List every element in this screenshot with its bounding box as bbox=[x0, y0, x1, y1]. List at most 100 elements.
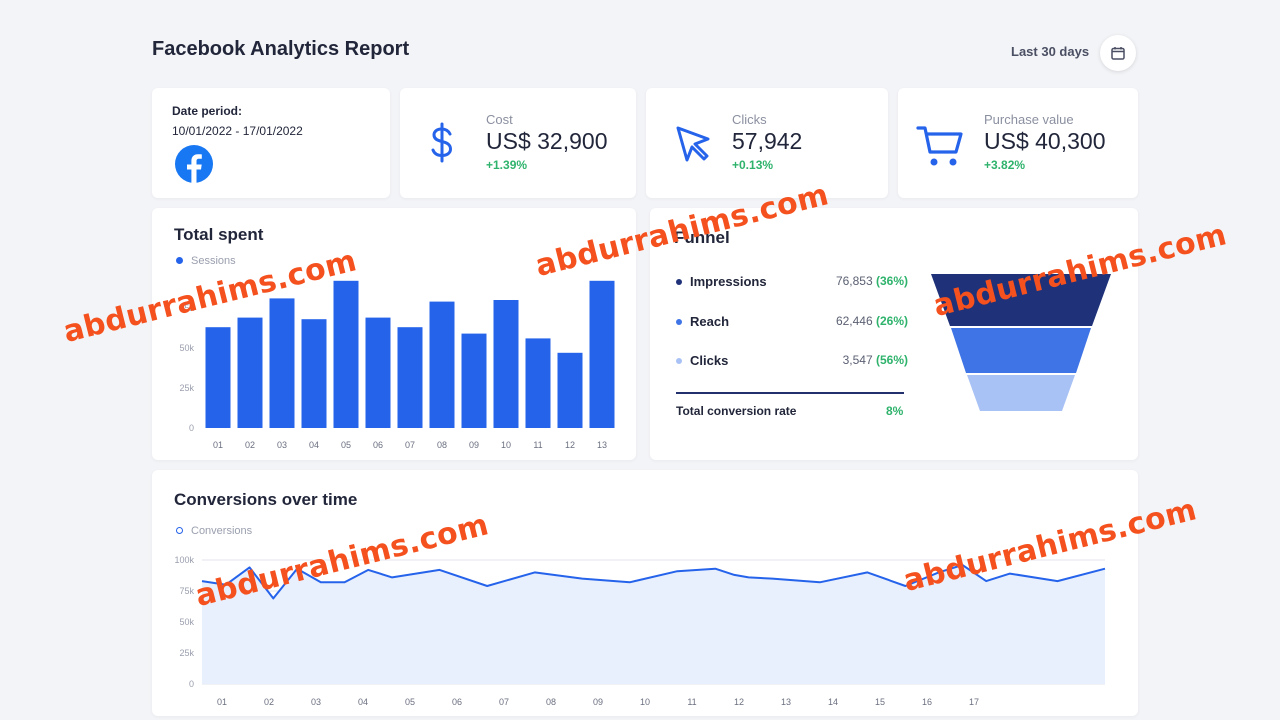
bar bbox=[557, 352, 583, 428]
x-tick-label: 05 bbox=[405, 697, 415, 707]
date-period-label: Date period: bbox=[172, 104, 243, 118]
funnel-row-value: 76,853 (36%) bbox=[836, 274, 908, 288]
x-tick-label: 02 bbox=[264, 697, 274, 707]
y-tick-label: 0 bbox=[189, 679, 194, 689]
x-tick-label: 17 bbox=[969, 697, 979, 707]
conversions-card: Conversions over time Conversions 0 25k 50… bbox=[152, 470, 1138, 716]
funnel-divider bbox=[676, 392, 904, 394]
legend-dot-icon bbox=[176, 256, 183, 264]
funnel-stage-impressions bbox=[931, 274, 1111, 326]
x-tick-label: 02 bbox=[245, 440, 255, 450]
section-title: Funnel bbox=[674, 228, 730, 247]
x-tick-label: 10 bbox=[640, 697, 650, 707]
y-tick-label: 0 bbox=[189, 423, 194, 433]
funnel-card: Funnel Impressions 76,853 (36%) Reach 62… bbox=[650, 208, 1138, 460]
x-tick-label: 08 bbox=[437, 440, 447, 450]
legend-dot-icon bbox=[176, 526, 183, 534]
x-tick-label: 16 bbox=[922, 697, 932, 707]
bar bbox=[461, 333, 487, 428]
y-tick-label: 25k bbox=[179, 383, 194, 393]
page-title: Facebook Analytics Report bbox=[152, 38, 410, 60]
funnel-stats: Impressions 76,853 (36%) Reach 62,446 (2… bbox=[676, 272, 936, 472]
x-tick-label: 11 bbox=[687, 697, 696, 707]
funnel-row-label: Clicks bbox=[690, 353, 729, 368]
bar bbox=[237, 317, 263, 428]
kpi-label: Purchase value bbox=[984, 112, 1074, 127]
funnel-stage-reach bbox=[951, 328, 1091, 373]
kpi-card-clicks: Clicks 57,942 +0.13% bbox=[646, 88, 888, 198]
x-tick-label: 09 bbox=[593, 697, 603, 707]
cursor-icon bbox=[676, 126, 710, 162]
legend-label: Sessions bbox=[191, 255, 236, 267]
x-tick-label: 15 bbox=[875, 697, 885, 707]
x-tick-label: 01 bbox=[217, 697, 227, 707]
funnel-dot-icon bbox=[676, 318, 682, 325]
x-tick-label: 13 bbox=[597, 440, 607, 450]
funnel-pct: (36%) bbox=[875, 274, 908, 288]
x-tick-label: 04 bbox=[309, 440, 319, 450]
area-fill bbox=[202, 565, 1105, 684]
x-tick-label: 13 bbox=[781, 697, 791, 707]
kpi-label: Clicks bbox=[732, 112, 767, 127]
x-tick-label: 09 bbox=[469, 440, 479, 450]
kpi-change: +0.13% bbox=[732, 158, 774, 172]
bar bbox=[429, 301, 455, 428]
x-tick-label: 10 bbox=[501, 440, 511, 450]
kpi-value: US$ 32,900 bbox=[486, 128, 608, 154]
y-tick-label: 75k bbox=[179, 586, 194, 596]
chart-legend: Sessions bbox=[176, 255, 236, 267]
date-period-card: Date period: 10/01/2022 - 17/01/2022 bbox=[152, 88, 390, 198]
x-tick-label: 01 bbox=[213, 440, 223, 450]
kpi-card-purchase-value: Purchase value US$ 40,300 +3.82% bbox=[898, 88, 1138, 198]
funnel-chart bbox=[931, 274, 1111, 411]
x-tick-label: 14 bbox=[828, 697, 838, 707]
section-title: Total spent bbox=[174, 225, 264, 244]
kpi-label: Cost bbox=[486, 112, 513, 127]
y-tick-label: 50k bbox=[179, 343, 194, 353]
legend-label: Conversions bbox=[191, 525, 253, 537]
funnel-row-name: Reach bbox=[676, 314, 729, 329]
date-range-label[interactable]: Last 30 days bbox=[1011, 44, 1090, 59]
x-tick-label: 03 bbox=[311, 697, 321, 707]
bar bbox=[493, 300, 519, 428]
area-chart: 0 25k 50k 75k 100k 01 02 03 04 05 06 07 08 09 10 11 12 13… bbox=[174, 555, 1106, 707]
funnel-pct: (26%) bbox=[875, 314, 908, 328]
funnel-row-name: Clicks bbox=[676, 353, 728, 368]
calendar-button[interactable] bbox=[1100, 35, 1136, 71]
x-tick-label: 04 bbox=[358, 697, 368, 707]
funnel-row-value: 3,547 (56%) bbox=[843, 353, 908, 367]
calendar-icon bbox=[1111, 47, 1125, 60]
funnel-stage-clicks bbox=[967, 375, 1075, 411]
bar bbox=[525, 338, 551, 428]
kpi-change: +3.82% bbox=[984, 158, 1026, 172]
bar bbox=[205, 327, 231, 428]
bar bbox=[301, 319, 327, 428]
bar bbox=[333, 280, 359, 428]
chart-legend: Conversions bbox=[176, 525, 252, 537]
section-title: Conversions over time bbox=[174, 490, 358, 509]
funnel-total-value: 8% bbox=[886, 404, 904, 418]
funnel-dot-icon bbox=[676, 357, 682, 364]
dollar-icon bbox=[431, 122, 453, 163]
x-tick-label: 03 bbox=[277, 440, 287, 450]
total-spent-card: Total spent Sessions 0 25k 50k 75k 01 02 03 04 0… bbox=[152, 208, 636, 460]
x-tick-label: 06 bbox=[452, 697, 462, 707]
facebook-icon bbox=[175, 145, 213, 183]
x-tick-label: 08 bbox=[546, 697, 556, 707]
kpi-value: 57,942 bbox=[732, 128, 803, 154]
x-tick-label: 12 bbox=[734, 697, 744, 707]
funnel-dot-icon bbox=[676, 278, 682, 285]
y-tick-label: 75k bbox=[179, 303, 194, 313]
kpi-value: US$ 40,300 bbox=[984, 128, 1106, 154]
x-tick-label: 12 bbox=[565, 440, 575, 450]
funnel-value: 62,446 bbox=[835, 314, 873, 328]
bar-chart: 0 25k 50k 75k 01 02 03 04 05 06 07 08 09 10 11 12 13 bbox=[179, 280, 615, 450]
funnel-row-value: 62,446 (26%) bbox=[836, 314, 908, 328]
funnel-row-label: Impressions bbox=[690, 274, 767, 289]
x-tick-label: 06 bbox=[373, 440, 383, 450]
funnel-value: 3,547 bbox=[842, 353, 873, 367]
series-line bbox=[201, 564, 1106, 600]
kpi-change: +1.39% bbox=[486, 158, 528, 172]
kpi-card-cost: Cost US$ 32,900 +1.39% bbox=[400, 88, 636, 198]
bar bbox=[269, 298, 295, 428]
